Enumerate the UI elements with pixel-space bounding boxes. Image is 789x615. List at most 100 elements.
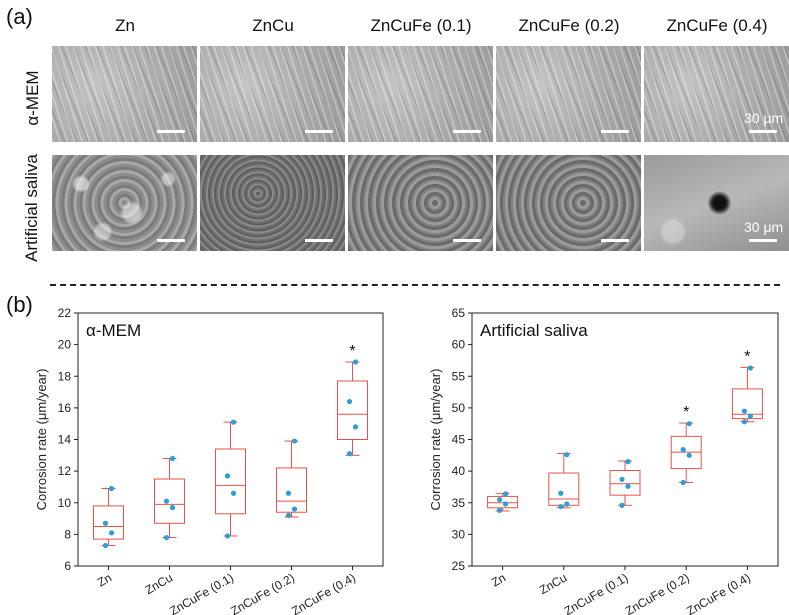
chart1-ytick-label: 16 bbox=[58, 401, 72, 415]
chart1-xtick-label: Zn bbox=[95, 570, 114, 589]
sem-image-saliva-4: 30 μm bbox=[644, 155, 789, 251]
chart2-data-point bbox=[503, 501, 509, 507]
chart1-xtick-label: ZnCuFe (0.2) bbox=[228, 570, 297, 615]
chart1-data-point bbox=[352, 359, 359, 365]
chart1-data-point bbox=[102, 520, 109, 526]
chart2-ylabel: Corrosion rate (μm/year) bbox=[428, 369, 443, 511]
chart2-data-point bbox=[680, 479, 686, 486]
chart2-data-point bbox=[497, 496, 503, 503]
scale-bar bbox=[749, 239, 777, 242]
chart1-data-point bbox=[224, 473, 231, 479]
chart2-ytick-label: 65 bbox=[452, 306, 466, 320]
chart1-data-point bbox=[291, 438, 298, 444]
sem-image-alpha-mem-2 bbox=[348, 46, 493, 142]
chart2-significance-star: * bbox=[683, 404, 689, 421]
chart2-data-point bbox=[747, 413, 754, 419]
chart2-data-point bbox=[497, 507, 503, 513]
chart2-data-point bbox=[558, 490, 564, 496]
panel-b-label: (b) bbox=[6, 292, 33, 317]
chart1-data-point bbox=[108, 485, 115, 492]
chart1-data-point bbox=[169, 504, 176, 511]
chart2-ytick-label: 60 bbox=[452, 338, 466, 352]
chart2-ytick-label: 45 bbox=[452, 433, 466, 447]
chart2-box bbox=[487, 495, 519, 509]
chart2-ytick-label: 30 bbox=[452, 527, 466, 541]
chart2-significance-star: * bbox=[744, 348, 750, 365]
chart1-box bbox=[215, 448, 246, 515]
chart2-ytick-label: 55 bbox=[452, 369, 466, 383]
sem-image-saliva-0 bbox=[52, 155, 197, 251]
scale-bar bbox=[305, 130, 333, 133]
chart1-data-point bbox=[346, 451, 353, 457]
chart2-data-point bbox=[686, 452, 692, 458]
chart2-data-point bbox=[741, 419, 748, 425]
chart2-ytick-label: 25 bbox=[452, 559, 466, 573]
sem-image-saliva-1 bbox=[200, 155, 345, 251]
chart1-data-point bbox=[163, 498, 170, 504]
column-title-1: ZnCu bbox=[252, 16, 294, 35]
scale-bar bbox=[453, 239, 481, 242]
chart1-ytick-label: 6 bbox=[64, 559, 71, 573]
chart1-xtick-label: ZnCu bbox=[143, 570, 175, 597]
chart1-title: α-MEM bbox=[86, 321, 141, 340]
chart2-xtick-label: ZnCuFe (0.2) bbox=[623, 570, 692, 615]
chart2-data-point bbox=[619, 476, 625, 482]
chart1-ytick-label: 22 bbox=[58, 306, 72, 320]
chart1-ytick-label: 10 bbox=[58, 496, 72, 510]
chart2-data-point bbox=[564, 501, 570, 507]
sem-image-alpha-mem-0 bbox=[52, 46, 197, 142]
chart1-box bbox=[276, 467, 307, 513]
chart2-frame bbox=[471, 312, 779, 567]
chart2-xtick-label: ZnCu bbox=[537, 570, 569, 597]
chart2-xtick-label: ZnCuFe (0.1) bbox=[562, 570, 631, 615]
chart2-data-point bbox=[741, 408, 748, 414]
chart2-data-point bbox=[625, 483, 631, 489]
chart2-ytick-label: 40 bbox=[452, 464, 466, 478]
scale-bar bbox=[749, 130, 777, 133]
chart1-data-point bbox=[352, 424, 359, 430]
column-title-0: Zn bbox=[115, 16, 135, 35]
chart1-xtick-label: ZnCuFe (0.4) bbox=[289, 570, 358, 615]
scale-bar bbox=[453, 130, 481, 133]
scale-bar-label: 30 μm bbox=[744, 219, 784, 235]
chart2-ytick-label: 35 bbox=[452, 496, 466, 510]
chart1-box bbox=[337, 380, 368, 440]
scale-bar bbox=[157, 130, 185, 133]
column-title-4: ZnCuFe (0.4) bbox=[666, 16, 768, 35]
chart1-data-point bbox=[224, 533, 231, 539]
chart1-data-point bbox=[108, 530, 115, 536]
scale-bar-label: 30 μm bbox=[744, 110, 784, 126]
chart2-xtick-label: Zn bbox=[489, 570, 508, 589]
chart2-data-point bbox=[686, 421, 692, 427]
chart1-ytick-label: 12 bbox=[58, 464, 72, 478]
scale-bar bbox=[601, 239, 629, 242]
chart1-ytick-label: 20 bbox=[58, 338, 72, 352]
chart1-data-point bbox=[346, 398, 353, 405]
sem-image-alpha-mem-4: 30 μm bbox=[644, 46, 789, 142]
chart2-data-point bbox=[558, 503, 564, 510]
sem-image-alpha-mem-3 bbox=[496, 46, 641, 142]
chart2-box bbox=[731, 388, 763, 420]
chart1-xtick-label: ZnCuFe (0.1) bbox=[167, 570, 236, 615]
chart2-data-point bbox=[680, 447, 686, 453]
chart2-ytick-label: 50 bbox=[452, 401, 466, 415]
chart2-xtick-label: ZnCuFe (0.4) bbox=[684, 570, 753, 615]
panel-a-label: (a) bbox=[6, 4, 33, 29]
scale-bar bbox=[305, 239, 333, 242]
sem-image-saliva-3 bbox=[496, 155, 641, 251]
chart2-box bbox=[548, 472, 580, 506]
scale-bar bbox=[157, 239, 185, 242]
chart1-data-point bbox=[291, 506, 298, 512]
column-title-3: ZnCuFe (0.2) bbox=[518, 16, 620, 35]
chart1-box bbox=[154, 478, 185, 524]
chart2-title: Artificial saliva bbox=[480, 321, 588, 340]
chart1-data-point bbox=[285, 512, 292, 519]
chart2-data-point bbox=[564, 452, 570, 458]
chart1-data-point bbox=[230, 490, 237, 496]
column-title-2: ZnCuFe (0.1) bbox=[370, 16, 472, 35]
chart1-data-point bbox=[169, 455, 176, 462]
scale-bar bbox=[601, 130, 629, 133]
chart2-data-point bbox=[747, 365, 754, 371]
chart1-data-point bbox=[285, 490, 292, 496]
